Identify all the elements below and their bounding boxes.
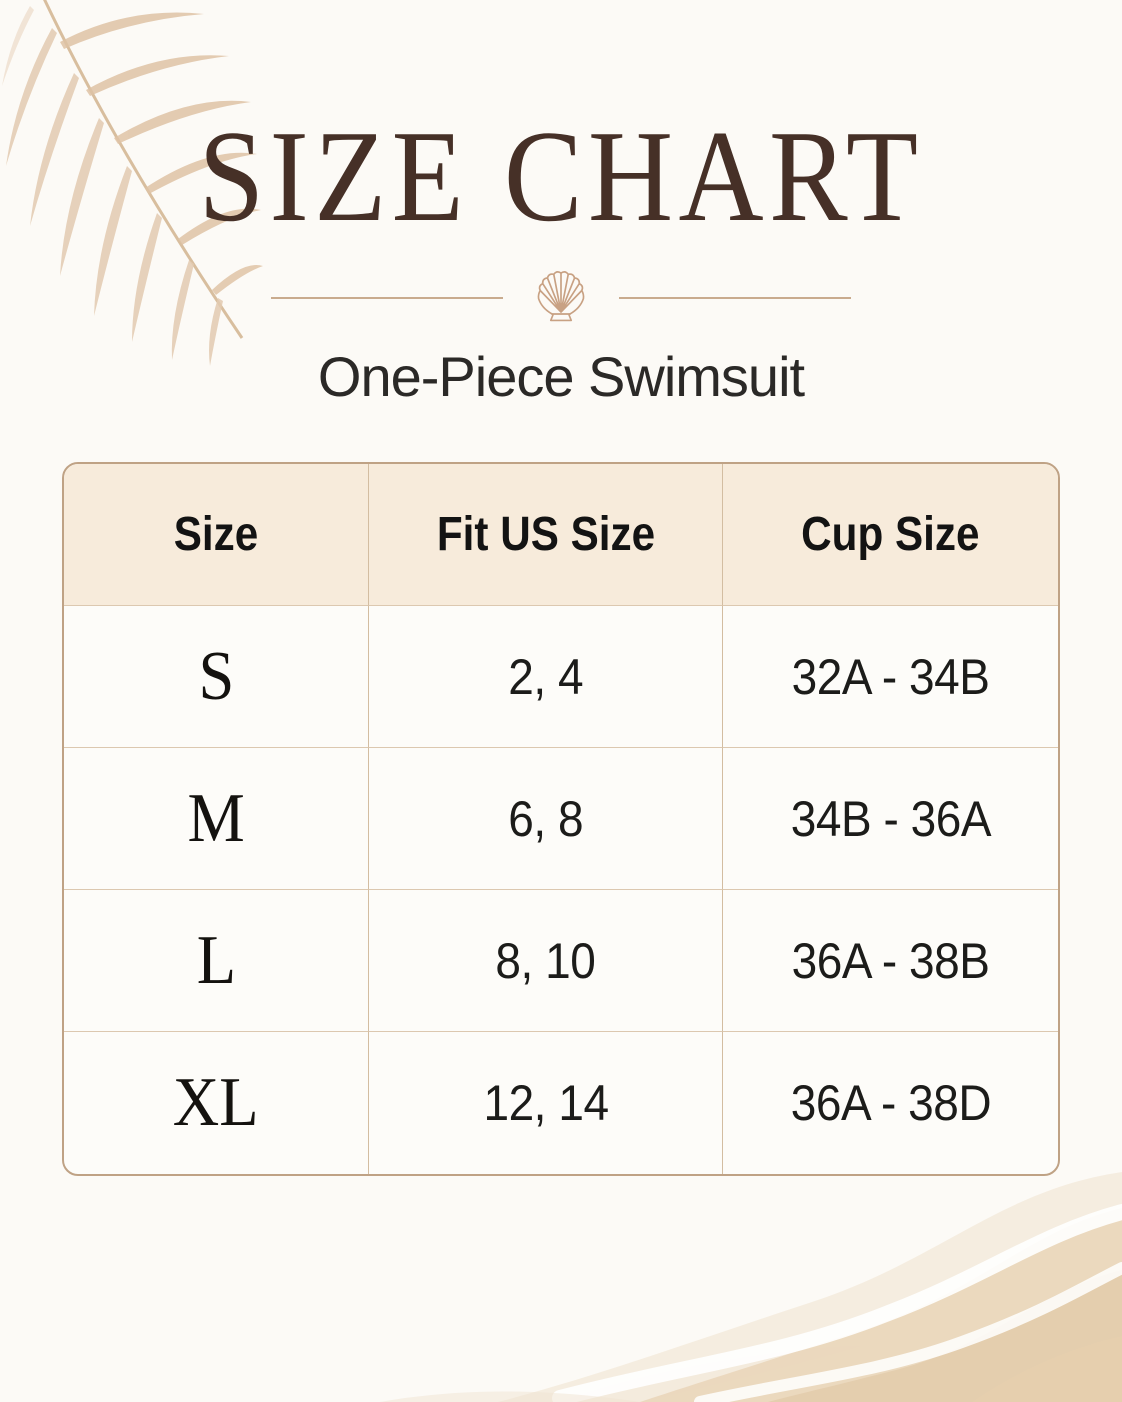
fit-us-size-value: 6, 8 (369, 748, 724, 890)
size-label: L (64, 890, 370, 1032)
size-table: Size Fit US Size Cup Size S 2, 4 32A - 3… (62, 462, 1060, 1176)
cup-size-value: 36A - 38B (723, 890, 1058, 1032)
size-value: S (198, 637, 234, 715)
fit-us-size-value: 2, 4 (369, 606, 724, 748)
divider-line-left (271, 297, 503, 299)
palm-leaf-icon (2, 0, 263, 366)
column-header-cup-size-label: Cup Size (801, 508, 980, 561)
cup-size-text: 34B - 36A (790, 790, 991, 847)
size-value: XL (173, 1064, 260, 1141)
size-value: M (187, 779, 245, 857)
divider-line-right (619, 297, 851, 299)
fit-us-size-text: 8, 10 (495, 932, 596, 989)
size-label: XL (64, 1032, 370, 1174)
size-label: M (64, 748, 370, 890)
cup-size-value: 32A - 34B (723, 606, 1058, 748)
product-subtitle: One-Piece Swimsuit (317, 345, 805, 408)
size-value: L (196, 921, 236, 999)
table-row-m: M 6, 8 34B - 36A (64, 748, 1058, 890)
sand-waves-decoration (380, 1172, 1122, 1402)
fit-us-size-value: 12, 14 (369, 1032, 724, 1174)
cup-size-text: 36A - 38D (790, 1075, 991, 1131)
cup-size-text: 36A - 38B (791, 932, 990, 989)
column-header-size-label: Size (173, 508, 259, 561)
cup-size-value: 34B - 36A (723, 748, 1058, 890)
column-header-cup-size: Cup Size (723, 464, 1058, 606)
column-header-fit-us-size: Fit US Size (369, 464, 724, 606)
column-header-size: Size (64, 464, 370, 606)
fit-us-size-text: 2, 4 (508, 648, 584, 705)
scallop-shell-icon (537, 271, 585, 322)
table-row-s: S 2, 4 32A - 34B (64, 606, 1058, 748)
cup-size-text: 32A - 34B (791, 648, 990, 705)
table-row-xl: XL 12, 14 36A - 38D (64, 1032, 1058, 1174)
fit-us-size-value: 8, 10 (369, 890, 724, 1032)
size-label: S (64, 606, 370, 748)
table-header-row: Size Fit US Size Cup Size (64, 464, 1058, 606)
cup-size-value: 36A - 38D (723, 1032, 1058, 1174)
column-header-fit-us-size-label: Fit US Size (436, 508, 655, 561)
fit-us-size-text: 6, 8 (508, 790, 584, 847)
page-title: SIZE CHART (198, 104, 924, 249)
fit-us-size-text: 12, 14 (483, 1075, 609, 1131)
table-row-l: L 8, 10 36A - 38B (64, 890, 1058, 1032)
title-divider (0, 258, 1122, 338)
